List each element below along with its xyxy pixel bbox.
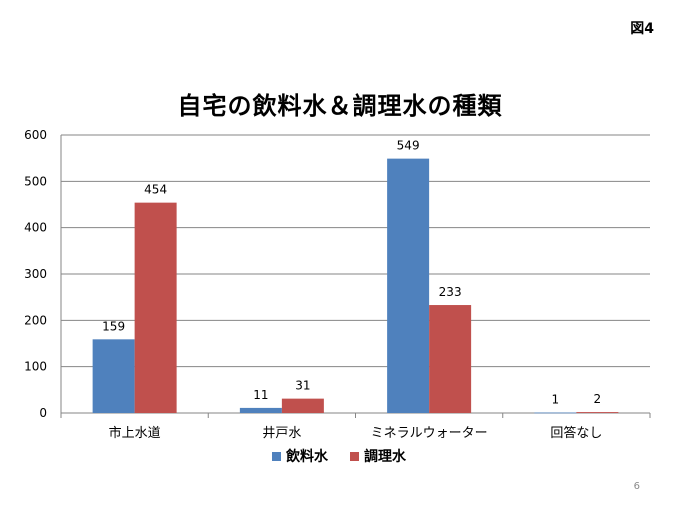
data-label: 11	[253, 388, 268, 402]
legend-label: 調理水	[364, 448, 407, 465]
data-label: 549	[397, 139, 420, 153]
data-label: 2	[594, 392, 602, 406]
data-label: 31	[295, 379, 310, 393]
y-tick-label: 400	[24, 221, 47, 235]
data-label: 454	[144, 183, 167, 197]
y-tick-label: 500	[24, 174, 47, 188]
category-label: 回答なし	[550, 425, 602, 441]
y-tick-label: 600	[24, 128, 47, 142]
legend-swatch	[350, 452, 359, 461]
data-label: 159	[102, 319, 125, 333]
chart-title: 自宅の飲料水＆調理水の種類	[177, 92, 503, 120]
bar	[576, 412, 619, 413]
bar	[134, 202, 177, 413]
page-number: 6	[633, 481, 640, 492]
figure-label: 図4	[630, 21, 654, 37]
bar	[92, 339, 135, 413]
category-label: 井戸水	[262, 426, 301, 441]
legend-label: 飲料水	[285, 448, 329, 465]
y-tick-label: 200	[24, 313, 47, 327]
bar	[239, 407, 282, 413]
bar	[281, 398, 324, 413]
y-tick-label: 300	[24, 267, 47, 281]
category-label: ミネラルウォーター	[371, 426, 488, 441]
legend-swatch	[272, 452, 281, 461]
bar	[534, 412, 577, 414]
data-label: 1	[552, 393, 560, 407]
y-tick-label: 100	[24, 360, 47, 374]
bar	[429, 305, 472, 413]
bar	[387, 158, 430, 413]
data-label: 233	[439, 285, 462, 299]
y-tick-label: 0	[39, 406, 47, 420]
category-label: 市上水道	[109, 425, 161, 441]
